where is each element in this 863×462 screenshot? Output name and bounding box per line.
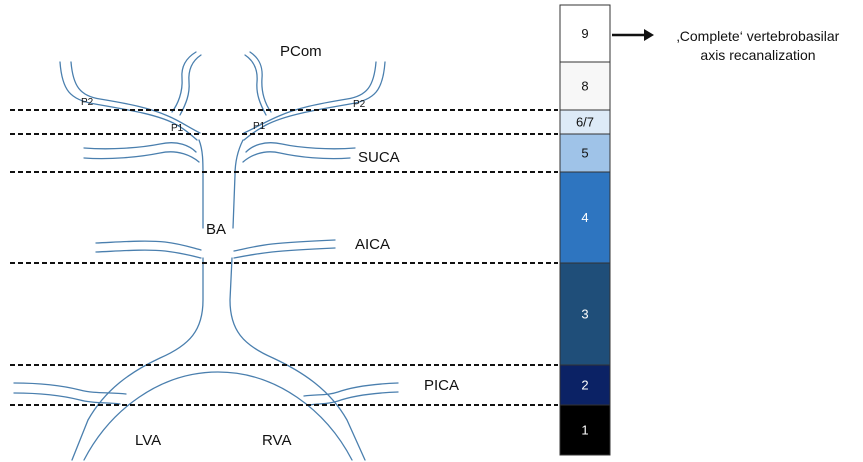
scale-box-label: 9	[581, 26, 588, 41]
scale-box-2	[559, 61, 611, 111]
scale-box-8	[559, 404, 611, 456]
label-p1-right: P1	[253, 121, 266, 132]
label-aica: AICA	[355, 236, 390, 253]
arrow-head-icon	[644, 29, 654, 41]
scale-box-7	[559, 364, 611, 406]
label-p2-right: P2	[353, 99, 366, 110]
label-lva: LVA	[135, 432, 161, 449]
label-p2-left: P2	[81, 97, 94, 108]
annotation-line-2: axis recanalization	[700, 47, 815, 63]
scale-box-label: 3	[581, 306, 588, 321]
scale-box-label: 4	[581, 210, 588, 225]
recanalization-scale: 9 8 6/7 5 4 3 2 1	[559, 4, 611, 456]
scale-box-label: 8	[581, 78, 588, 93]
label-ba: BA	[206, 221, 226, 238]
level-lines	[10, 109, 558, 406]
scale-box-label: 6/7	[576, 114, 594, 129]
scale-box-label: 1	[581, 422, 588, 437]
complete-recanalization-annotation: ‚Complete‘ vertebrobasilar axis recanali…	[612, 28, 840, 63]
label-suca: SUCA	[358, 149, 400, 166]
scale-box-5	[559, 171, 611, 264]
label-pica: PICA	[424, 377, 459, 394]
scale-box-6	[559, 262, 611, 366]
scale-box-label: 5	[581, 145, 588, 160]
scale-box-3	[559, 109, 611, 135]
label-pcom: PCom	[280, 43, 322, 60]
label-p1-left: P1	[171, 123, 184, 134]
scale-box-4	[559, 133, 611, 173]
label-rva: RVA	[262, 432, 291, 449]
vessel-tree	[13, 51, 399, 461]
scale-box-label: 2	[581, 377, 588, 392]
annotation-line-1: ‚Complete‘ vertebrobasilar	[677, 28, 840, 44]
